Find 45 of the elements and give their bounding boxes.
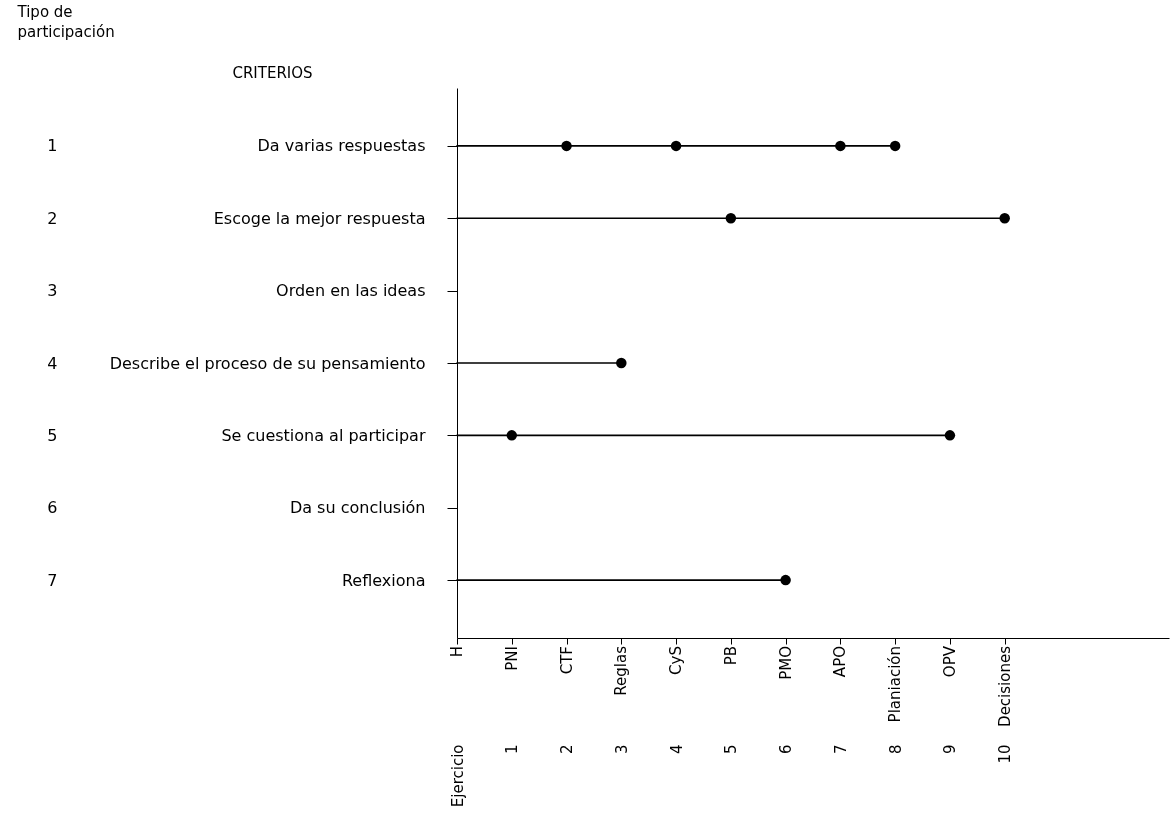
x-tick-label: 8: [886, 744, 905, 755]
x-tick-label: 4: [667, 744, 686, 755]
text: CTF: [557, 646, 576, 675]
y-tick-label: Escoge la mejor respuesta: [213, 208, 426, 228]
x-tick-label: Ejercicio: [448, 744, 467, 808]
point: [780, 574, 791, 586]
y-tick-label: Da su conclusión: [289, 498, 426, 518]
y-tick-label: Da varias respuestas: [257, 136, 426, 156]
text: Planiación: [886, 646, 905, 723]
text: Decisiones: [995, 645, 1014, 727]
y2-tick-label: 4: [47, 353, 58, 373]
point: [506, 430, 518, 441]
point: [616, 357, 627, 369]
y2-tick-label: 2: [47, 208, 58, 228]
x-tick-label: 10: [996, 744, 1015, 764]
y2-tick-label: 7: [47, 570, 58, 590]
text: APO: [831, 646, 850, 678]
text: Reglas: [612, 645, 631, 696]
y-tick-label: Se cuestiona al participar: [221, 425, 426, 445]
y-tick-label: Describe el proceso de su pensamiento: [109, 353, 426, 373]
point: [889, 140, 901, 152]
text: OPV: [940, 645, 959, 678]
x-tick-label: 2: [558, 744, 577, 755]
x-tick-label: 3: [612, 744, 631, 755]
y-axis-title: CRITERIOS: [232, 63, 313, 82]
x-tick-label: 9: [941, 744, 960, 755]
x-tick-label: 7: [831, 744, 850, 755]
text: PMO: [776, 646, 795, 680]
point: [561, 140, 572, 152]
y-tick-label: Orden en las ideas: [276, 281, 426, 301]
point: [999, 213, 1010, 224]
x-tick-label: 6: [777, 744, 796, 755]
y2-tick-label: 5: [47, 425, 58, 445]
y2-tick-label: 1: [47, 136, 58, 156]
text: H: [448, 646, 466, 658]
text: CyS: [667, 646, 686, 675]
y-tick-label: Reflexiona: [341, 570, 426, 590]
text: PB: [721, 646, 740, 666]
x-tick-label: 5: [722, 744, 741, 755]
x-tick-label: 1: [503, 744, 522, 755]
y2-axis-title: Tipo de participación: [16, 2, 115, 41]
y2-tick-label: 3: [47, 281, 58, 301]
y2-tick-label: 6: [47, 498, 58, 518]
point: [944, 430, 956, 441]
text: PNI: [502, 646, 521, 671]
